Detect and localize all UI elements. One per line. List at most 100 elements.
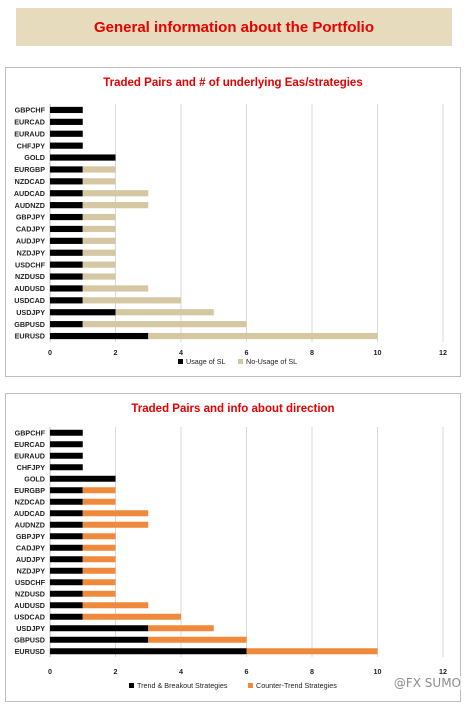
portfolio-header: General information about the Portfolio [16,8,452,55]
bar-segment-primary [50,309,116,316]
bar-segment-secondary [82,590,116,597]
bar-segment-primary [50,648,247,655]
bar-segment-primary [50,106,83,114]
bar-segment-secondary [82,249,116,256]
x-tick-label: 6 [245,348,249,357]
category-label: AUDUSD [14,284,45,293]
category-label: EURAUD [14,451,45,460]
sl-chart: Traded Pairs and # of underlying Eas/str… [14,77,447,366]
bar-segment-primary [50,273,83,280]
category-label: NZDUSD [15,589,45,598]
category-label: GOLD [24,474,45,483]
bar-segment-secondary [115,309,214,316]
bar-segment-secondary [82,190,149,197]
watermark: @FX SUMO [393,676,461,690]
bar-segment-primary [50,178,83,185]
sl-chart-panel: Traded Pairs and # of underlying Eas/str… [5,67,461,377]
bar-segment-primary [50,154,116,161]
bar-segment-secondary [246,648,378,655]
bar-segment-primary [50,464,83,471]
bar-segment-primary [50,321,83,328]
x-tick-label: 0 [48,348,52,357]
bar-segment-primary [50,452,83,459]
bar-segment-primary [50,225,83,233]
legend-label: Trend & Breakout Strategies [137,681,228,690]
bar-segment-secondary [82,498,116,505]
x-tick-label: 2 [114,667,118,676]
category-label: EURAUD [14,129,45,138]
bar-segment-secondary [82,510,149,517]
category-label: EURGBP [14,486,45,495]
category-label: AUDNZD [15,201,45,210]
bar-segment-secondary [82,567,116,574]
bar-segment-primary [50,237,83,244]
bar-segment-primary [50,190,83,197]
category-label: USDCHF [15,578,46,587]
bar-segment-primary [50,249,83,256]
category-label: NZDCAD [15,177,45,186]
category-label: USDCHF [15,260,46,269]
bar-segment-secondary [82,579,116,586]
category-label: EURCAD [14,440,45,449]
bar-segment-primary [50,285,83,292]
category-label: USDJPY [16,624,45,633]
bar-segment-secondary [148,625,214,632]
bar-segment-primary [50,533,83,540]
category-label: NZDCAD [15,497,45,506]
bar-segment-primary [50,332,149,340]
category-label: EURUSD [15,647,45,656]
bar-segment-secondary [148,332,378,340]
chart-title: Traded Pairs and # of underlying Eas/str… [103,77,362,89]
bar-segment-primary [50,636,149,643]
category-label: NZDJPY [17,566,46,575]
category-label: GBPJPY [16,213,45,222]
category-label: EURGBP [14,165,45,174]
x-tick-label: 4 [179,348,183,357]
bar-segment-secondary [82,273,116,280]
bar-segment-primary [50,579,83,586]
x-tick-label: 12 [439,667,447,676]
x-tick-label: 10 [374,667,382,676]
x-tick-label: 4 [179,667,183,676]
bar-segment-secondary [82,166,116,173]
bar-segment-primary [50,441,83,448]
bar-segment-primary [50,118,83,125]
category-label: EURCAD [14,117,45,126]
category-label: AUDNZD [15,520,45,529]
bar-segment-secondary [82,261,116,268]
chart-title: Traded Pairs and info about direction [131,403,334,415]
legend-swatch [248,683,253,688]
x-tick-label: 0 [48,667,52,676]
bar-segment-primary [50,510,83,517]
bar-segment-primary [50,487,83,494]
category-label: GOLD [24,153,45,162]
category-label: CHFJPY [17,463,46,472]
category-label: USDJPY [16,308,45,317]
bar-segment-primary [50,567,83,574]
page-title: General information about the Portfolio [93,18,374,36]
legend-swatch [238,359,243,364]
category-label: USDCAD [14,296,45,305]
bar-segment-primary [50,166,83,173]
bar-segment-secondary [82,321,247,328]
x-tick-label: 6 [245,667,249,676]
category-label: EURUSD [15,332,45,341]
bar-segment-secondary [82,487,116,494]
category-label: GBPUSD [14,635,45,644]
category-label: AUDCAD [14,509,45,518]
category-label: USDCAD [14,612,45,621]
bar-segment-primary [50,613,83,620]
bar-segment-primary [50,475,116,482]
legend-label: Usage of SL [186,357,226,366]
bar-segment-primary [50,544,83,551]
bar-segment-secondary [82,613,181,620]
bar-segment-primary [50,429,83,436]
category-label: CADJPY [16,543,45,552]
category-label: CHFJPY [17,141,46,150]
bar-segment-primary [50,130,83,137]
legend-label: Counter-Trend Strategies [256,681,337,690]
category-label: NZDJPY [17,248,46,257]
x-tick-label: 10 [374,348,382,357]
bar-segment-primary [50,556,83,563]
bar-segment-secondary [82,178,116,185]
